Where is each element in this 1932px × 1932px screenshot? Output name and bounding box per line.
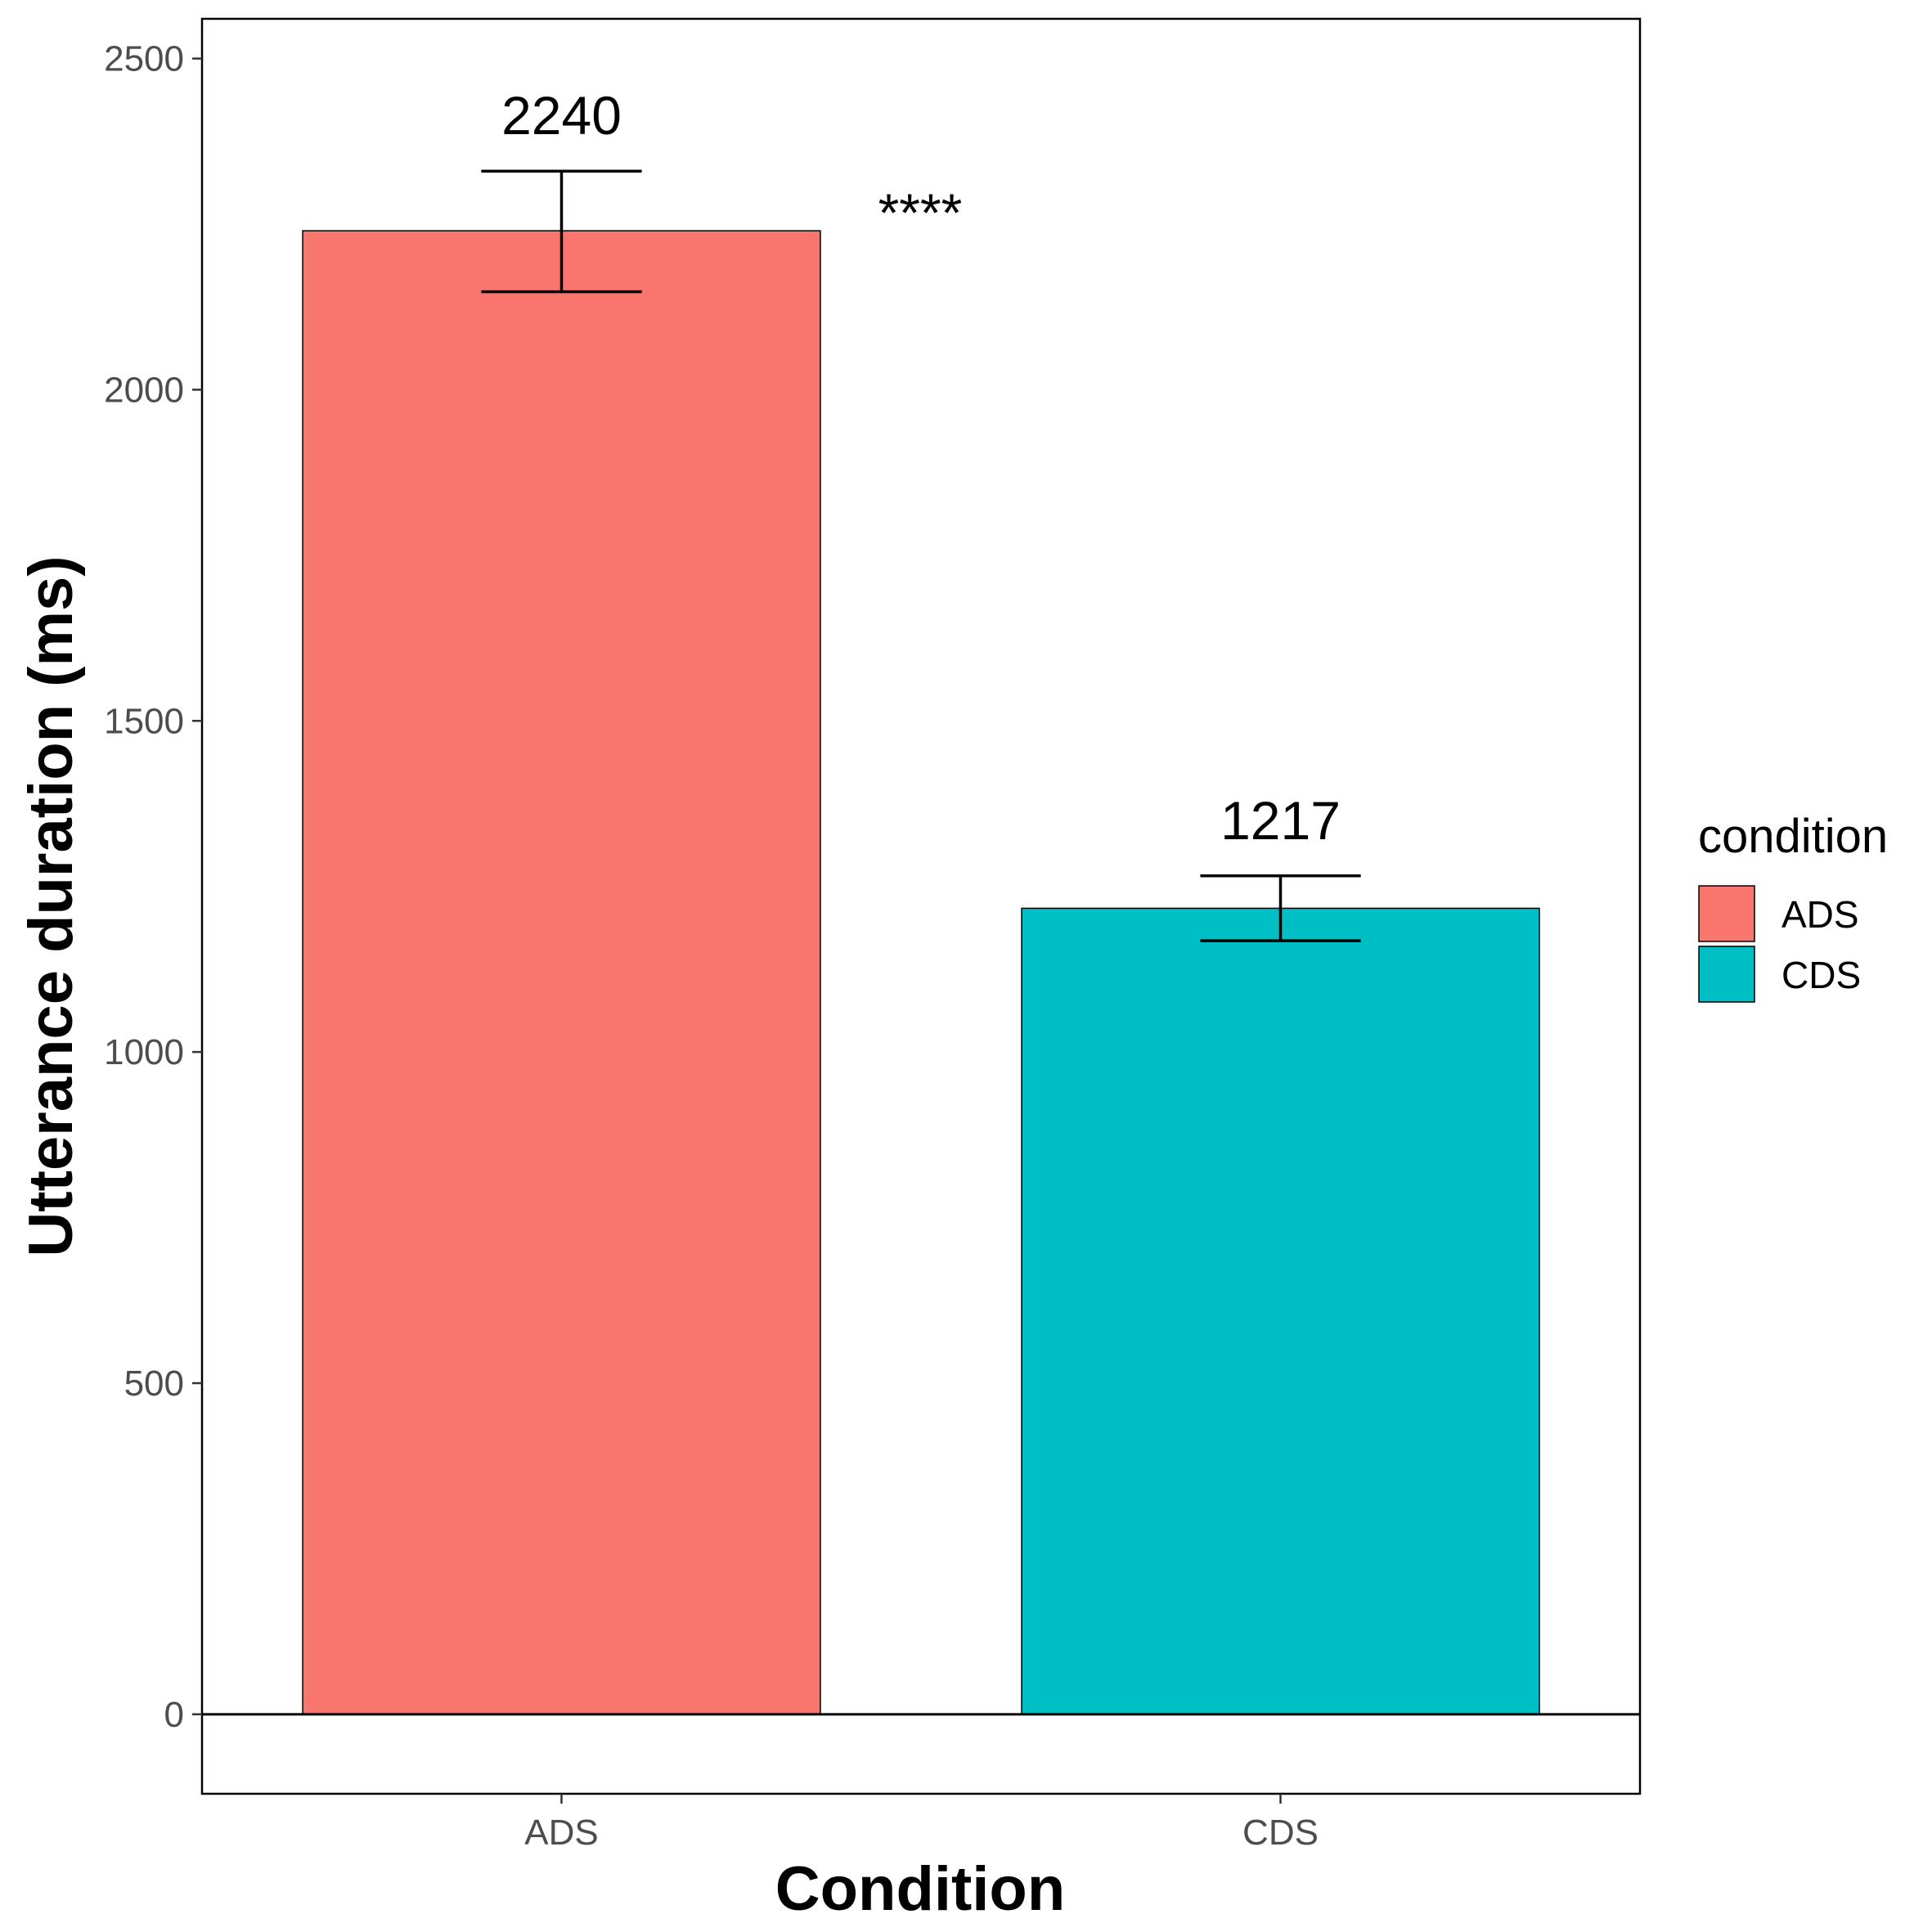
y-tick-label: 2500 — [104, 39, 184, 79]
data-label-ads: 2240 — [501, 85, 622, 146]
legend-label-ads: ADS — [1781, 893, 1859, 936]
data-labels-layer: 2240 1217 — [501, 85, 1341, 851]
x-axis-title: Condition — [775, 1854, 1066, 1924]
y-tick-label: 500 — [124, 1364, 184, 1404]
bar-ads — [302, 230, 821, 1715]
bars-layer — [302, 230, 1540, 1715]
x-tick-label: CDS — [1242, 1813, 1319, 1853]
bar-cds — [1021, 907, 1540, 1715]
y-axis: 0 500 1000 1500 2000 2500 — [104, 39, 202, 1735]
y-tick-label: 0 — [164, 1695, 184, 1735]
y-tick-label: 2000 — [104, 370, 184, 410]
y-tick-label: 1500 — [104, 701, 184, 741]
legend-swatch-cds — [1698, 946, 1755, 1003]
x-axis: ADS CDS — [524, 1794, 1319, 1853]
legend-swatch-ads — [1698, 885, 1755, 942]
significance-marker: **** — [878, 182, 963, 243]
legend-title: condition — [1698, 810, 1888, 863]
y-tick-label: 1000 — [104, 1032, 184, 1072]
error-bar-ads — [481, 169, 642, 294]
errorbars-layer — [481, 169, 1361, 942]
legend: condition ADS CDS — [1698, 810, 1888, 1003]
legend-label-cds: CDS — [1781, 954, 1861, 996]
y-axis-title: Utterance duration (ms) — [16, 555, 86, 1256]
x-tick-label: ADS — [524, 1813, 598, 1853]
legend-items: ADS CDS — [1698, 885, 1861, 1003]
error-bar-cds — [1200, 874, 1361, 942]
data-label-cds: 1217 — [1220, 790, 1341, 851]
